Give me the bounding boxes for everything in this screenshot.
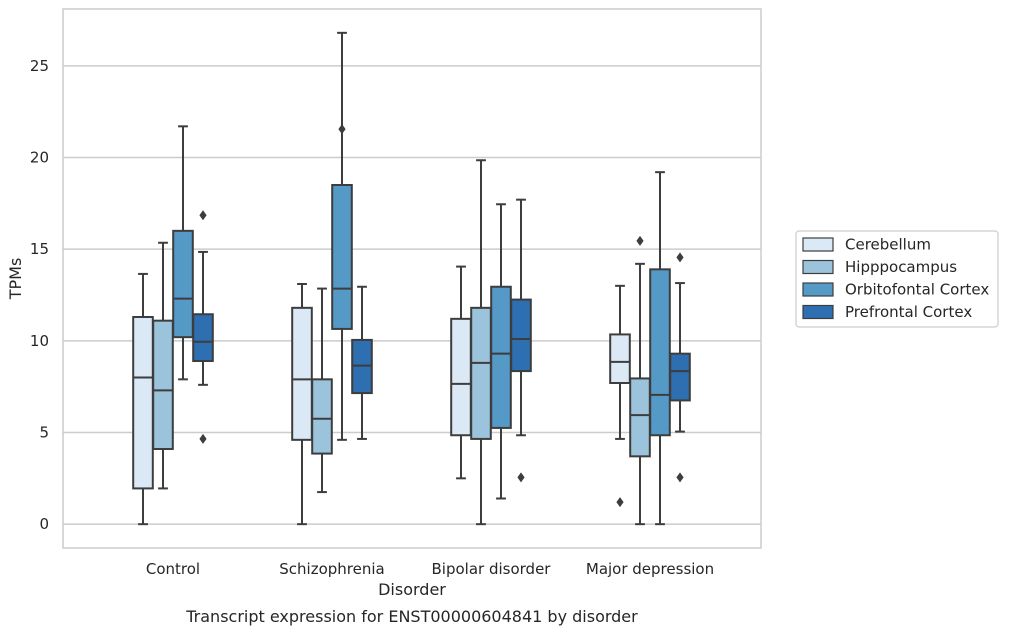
box-prefrontal-cortex-bipolar-disorder (510, 198, 532, 483)
box-body (490, 285, 512, 429)
y-tick-label: 20 (30, 149, 49, 167)
x-tick-label: Control (146, 560, 200, 578)
legend-swatch-orbitofontal-cortex (802, 282, 834, 297)
box-cerebellum-bipolar-disorder (450, 265, 472, 480)
outlier-point (199, 433, 207, 444)
plot-frame (62, 8, 762, 549)
y-tick-label: 10 (30, 332, 49, 350)
x-tick-label: Major depression (586, 560, 714, 578)
box-cerebellum-control (132, 272, 154, 526)
legend-swatch-cerebellum (802, 237, 834, 252)
box-body (609, 333, 631, 384)
box-body (470, 306, 492, 440)
box-orbitofontal-cortex-major-depression (649, 171, 671, 526)
legend-label: Prefrontal Cortex (845, 303, 972, 321)
box-body (331, 184, 353, 330)
y-tick-label: 15 (30, 240, 49, 258)
legend-label: Cerebellum (845, 236, 931, 254)
legend-label: Orbitofontal Cortex (845, 281, 989, 299)
box-body (669, 352, 691, 402)
y-tick-label: 25 (30, 57, 49, 75)
box-body (172, 229, 194, 339)
box-cerebellum-major-depression (609, 284, 631, 508)
box-hipppocampus-bipolar-disorder (470, 159, 492, 526)
box-body (649, 268, 671, 437)
outlier-point (636, 235, 644, 246)
legend-label: Hipppocampus (845, 258, 957, 276)
box-body (291, 306, 313, 441)
y-tick-label: 5 (39, 424, 49, 442)
box-orbitofontal-cortex-bipolar-disorder (490, 203, 512, 500)
box-prefrontal-cortex-control (192, 210, 214, 444)
box-body (152, 319, 174, 450)
legend: Cerebellum Hipppocampus Orbitofontal Corte… (795, 230, 999, 328)
outlier-point (338, 124, 346, 135)
box-body (510, 298, 532, 373)
box-orbitofontal-cortex-schizophrenia (331, 31, 353, 441)
box-body (311, 378, 333, 455)
outlier-point (517, 472, 525, 483)
box-body (192, 313, 214, 362)
legend-swatch-hipppocampus (802, 259, 834, 275)
outlier-point (616, 497, 624, 508)
box-hipppocampus-control (152, 241, 174, 490)
x-tick-label: Schizophrenia (279, 560, 384, 578)
box-prefrontal-cortex-major-depression (669, 252, 691, 483)
box-body (450, 317, 472, 437)
box-body (132, 316, 154, 490)
outlier-point (676, 252, 684, 263)
legend-swatch-prefrontal-cortex (802, 304, 834, 320)
y-axis-ticks: 0 5 10 15 20 25 (30, 57, 49, 533)
box-cerebellum-schizophrenia (291, 283, 313, 526)
chart-caption: Transcript expression for ENST0000060484… (185, 607, 638, 626)
y-axis-label: TPMs (6, 258, 25, 301)
box-orbitofontal-cortex-control (172, 125, 194, 381)
x-tick-label: Bipolar disorder (432, 560, 552, 578)
plot-marks (132, 31, 691, 526)
outlier-point (199, 210, 207, 221)
x-axis-ticks: Control Schizophrenia Bipolar disorder Majo… (146, 560, 714, 578)
box-hipppocampus-major-depression (629, 235, 651, 526)
legend-frame (795, 230, 999, 328)
box-hipppocampus-schizophrenia (311, 287, 333, 494)
outlier-point (676, 472, 684, 483)
y-tick-label: 0 (39, 515, 49, 533)
box-prefrontal-cortex-schizophrenia (351, 285, 373, 440)
x-axis-label: Disorder (378, 580, 446, 599)
box-body (629, 377, 651, 458)
